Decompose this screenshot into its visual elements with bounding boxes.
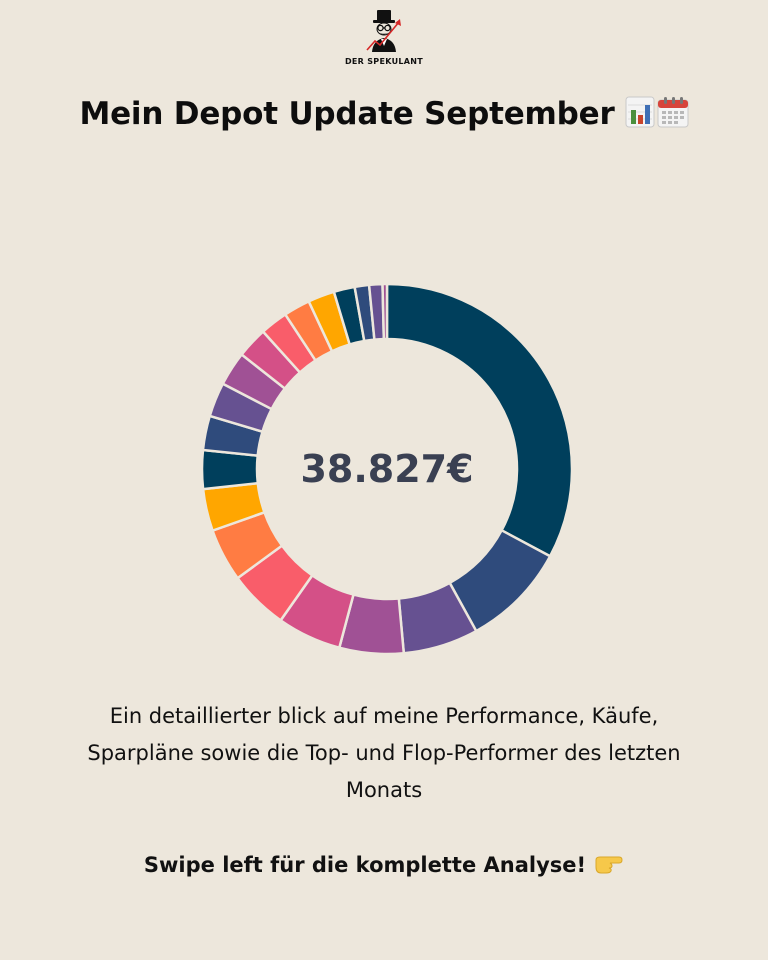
- bar-chart-icon: [625, 96, 655, 132]
- donut-slice-1: [385, 282, 574, 558]
- pointing-right-icon: [594, 852, 624, 878]
- donut-svg: [200, 282, 574, 656]
- brand-name: DER SPEKULANT: [344, 57, 424, 66]
- page-title: Mein Depot Update September: [79, 96, 615, 132]
- brand-logo: DER SPEKULANT: [344, 8, 424, 68]
- calendar-icon: [657, 96, 689, 132]
- portfolio-total-value: 38.827€: [300, 447, 474, 491]
- cta-text: Swipe left für die komplette Analyse!: [143, 853, 587, 877]
- description-line: Monats: [345, 778, 423, 802]
- page-title-row: Mein Depot Update September: [0, 92, 768, 136]
- description-line: Sparpläne sowie die Top- und Flop-Perfor…: [87, 741, 681, 765]
- spekulant-mascot-icon: [366, 10, 401, 52]
- description-text: Ein detaillierter blick auf meine Perfor…: [0, 698, 768, 809]
- donut-slice-20: [381, 282, 389, 341]
- description-line: Ein detaillierter blick auf meine Perfor…: [109, 704, 659, 728]
- cta-row: Swipe left für die komplette Analyse!: [0, 848, 768, 882]
- portfolio-donut-chart: 38.827€: [197, 279, 577, 659]
